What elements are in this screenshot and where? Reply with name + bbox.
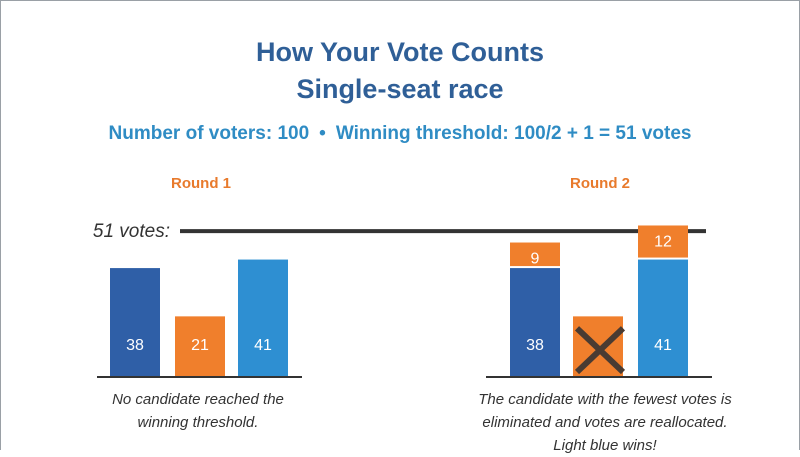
eliminated-cross-stroke-2 (574, 326, 626, 375)
frame-left-border (0, 0, 1, 450)
title-line-2: Single-seat race (296, 74, 504, 104)
bar-r1-dark-blue-seg1 (110, 268, 160, 376)
threshold-label: 51 votes: (93, 221, 170, 242)
bar-value-label-r2-light-blue-seg2: 12 (654, 233, 672, 250)
voter-count-text: Number of voters: 100 (108, 123, 310, 144)
round1-caption: No candidate reached the winning thresho… (112, 391, 284, 431)
bar-r2-dark-blue-seg1 (510, 268, 560, 376)
bar-r2-light-blue-seg1 (638, 259, 688, 376)
bar-value-label-r1-light-blue-seg1: 41 (254, 337, 272, 354)
bar-value-label-r2-dark-blue-seg1: 38 (526, 337, 544, 354)
threshold-text: Winning threshold: 100/2 + 1 = 51 votes (335, 123, 692, 144)
bar-r1-orange-seg1 (175, 316, 225, 376)
bar-value-label-r1-dark-blue-seg1: 38 (126, 337, 144, 354)
title-line-1: How Your Vote Counts (256, 37, 544, 67)
bar-r1-light-blue-seg1 (238, 259, 288, 376)
round2-caption: The candidate with the fewest votes is e… (478, 391, 732, 454)
bullet-separator: • (319, 123, 326, 144)
frame-top-border (0, 0, 800, 1)
bar-value-label-r2-dark-blue-seg2: 9 (531, 251, 540, 268)
chart-title: How Your Vote Counts Single-seat race (0, 34, 800, 108)
bar-value-label-r2-light-blue-seg1: 41 (654, 337, 672, 354)
round-2-label: Round 2 (570, 175, 630, 192)
bar-r2-light-blue-seg2 (638, 225, 688, 258)
bar-r2-dark-blue-seg2 (510, 242, 560, 267)
round-1-label: Round 1 (171, 175, 231, 192)
bar-value-label-r1-orange-seg1: 21 (191, 337, 209, 354)
chart-subtitle: Number of voters: 100 • Winning threshold:… (0, 123, 800, 145)
